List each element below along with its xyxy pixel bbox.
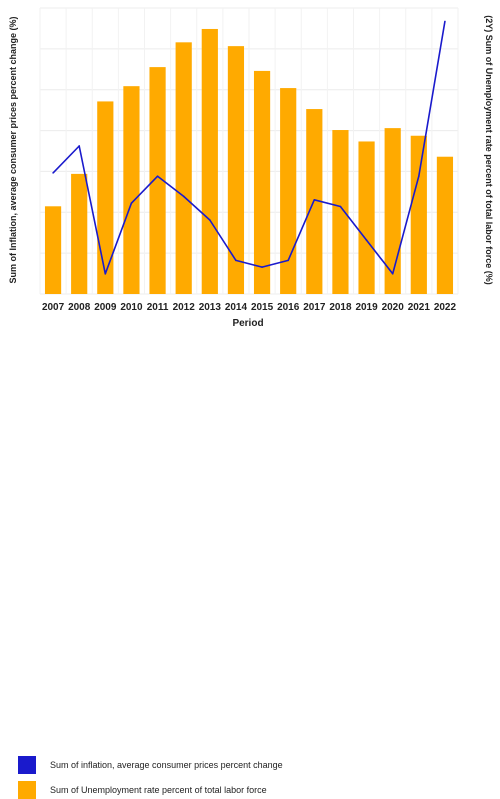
inflation-point-2010 [130,202,133,204]
bar-2015 [253,70,271,294]
x-tick-2012: 2012 [173,302,196,313]
bar-2012 [175,42,192,294]
bar-2009 [97,101,114,294]
x-tick-2010: 2010 [120,302,143,313]
x-tick-2022: 2022 [434,302,457,313]
inflation-point-2021 [418,175,420,178]
x-tick-2008: 2008 [68,302,91,313]
x-tick-2014: 2014 [225,302,248,313]
inflation-point-2022 [444,20,446,23]
inflation-point-2017 [313,198,316,201]
combo-chart: 2007 2008 2009 2010 2011 2012 2013 2014 2015 2016… [8,7,494,329]
bar-2013 [201,28,218,295]
bar-2019 [358,141,375,294]
inflation-point-2014 [235,259,237,262]
bar-2022 [436,156,454,294]
inflation-point-2020 [391,273,394,275]
x-tick-2021: 2021 [408,302,431,313]
x-tick-2018: 2018 [329,302,352,313]
line-series [52,20,446,275]
bar-2007 [44,206,62,294]
x-tick-2017: 2017 [303,302,326,313]
inflation-point-2018 [339,205,342,208]
x-tick-labels: 2007 2008 2009 2010 2011 2012 2013 2014 2015 2016… [42,302,457,313]
legend-label-inflation: Sum of inflation, average consumer price… [50,760,283,770]
bar-2014 [227,46,245,295]
bar-2008 [71,173,88,294]
x-tick-2020: 2020 [382,302,405,313]
legend-label-unemployment: Sum of Unemployment rate percent of tota… [50,785,267,795]
inflation-point-2007 [52,172,54,174]
legend-item-unemployment: Sum of Unemployment rate percent of tota… [18,781,267,799]
bar-2016 [280,88,297,294]
right-y-axis-label: (2Y) Sum of Unemployment rate percent of… [484,15,494,285]
legend-swatch-unemployment [18,781,36,799]
legend-item-inflation: Sum of inflation, average consumer price… [18,756,283,774]
inflation-point-2015 [261,266,263,268]
bar-2011 [149,67,166,295]
bar-2020 [384,128,401,294]
inflation-point-2019 [365,239,368,241]
bar-2018 [332,130,349,294]
left-y-axis-label: Sum of Inflation, average consumer price… [8,16,18,283]
inflation-point-2016 [287,259,289,262]
chart-root: 2007 2008 2009 2010 2011 2012 2013 2014 2015 2016… [8,7,494,799]
x-axis-label: Period [232,318,263,329]
inflation-point-2013 [209,219,211,221]
bar-series [44,28,454,295]
bar-2021 [410,135,427,294]
inflation-point-2009 [104,273,107,275]
x-tick-2013: 2013 [199,302,222,313]
bar-2010 [123,86,140,294]
inflation-point-2008 [78,145,80,147]
x-tick-2015: 2015 [251,302,274,313]
legend-swatch-inflation [18,756,36,774]
x-tick-2007: 2007 [42,302,65,313]
x-tick-2011: 2011 [147,302,169,313]
x-tick-2009: 2009 [94,302,117,313]
inflation-point-2011 [156,175,159,178]
x-tick-2019: 2019 [355,302,378,313]
x-tick-2016: 2016 [277,302,300,313]
inflation-point-2012 [182,195,185,198]
inflation-line [52,21,446,275]
